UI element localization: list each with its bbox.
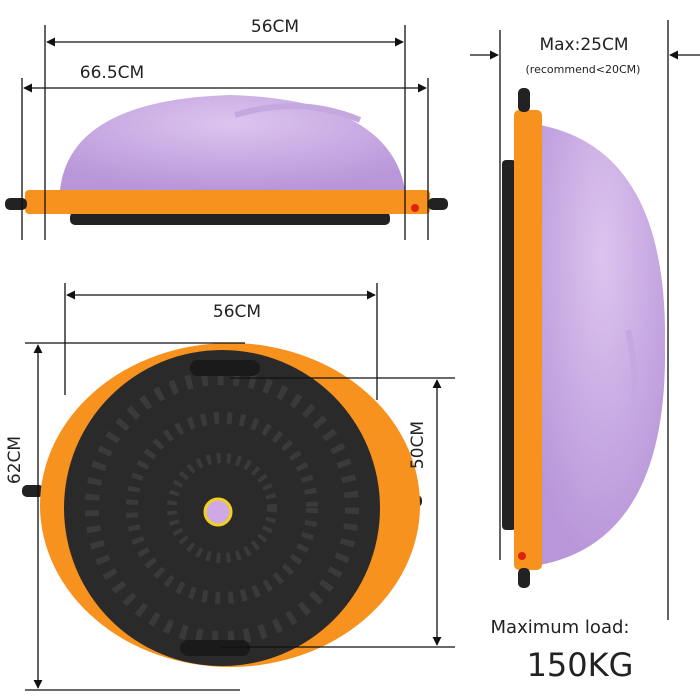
grip-slot	[190, 360, 260, 376]
dome	[60, 95, 405, 190]
dome-groove	[234, 103, 362, 123]
profile-view: Max:25CM (recommend<20CM)	[470, 20, 700, 620]
dome-groove	[625, 329, 638, 421]
valve	[518, 552, 526, 560]
grip-slot	[180, 640, 250, 656]
dimension-label: 66.5CM	[80, 63, 144, 83]
dimension-label: 56CM	[251, 17, 299, 37]
handle	[518, 88, 530, 112]
grip-pattern	[167, 453, 277, 563]
handle	[5, 198, 27, 210]
dome	[540, 125, 666, 565]
bottom-view: 56CM 62CM 50CM	[5, 283, 455, 691]
valve	[411, 204, 419, 212]
dimension-label: 50CM	[408, 421, 428, 469]
dimension-label: 62CM	[5, 436, 25, 484]
load-value: 150KG	[527, 646, 634, 684]
base-underside	[502, 160, 516, 530]
grip-pattern	[85, 371, 359, 645]
base-ring	[25, 190, 430, 214]
handle	[428, 198, 448, 210]
valve	[203, 497, 233, 527]
dimension-label: Max:25CM	[539, 35, 628, 55]
side-view: 56CM 66.5CM	[5, 17, 448, 240]
dimension-label: 56CM	[213, 302, 261, 322]
handle	[518, 568, 530, 588]
base-underside	[70, 212, 390, 225]
base-ring	[514, 110, 542, 570]
grip-pattern	[126, 412, 318, 604]
load-label: Maximum load:	[491, 617, 630, 638]
dimension-note: (recommend<20CM)	[526, 63, 641, 76]
